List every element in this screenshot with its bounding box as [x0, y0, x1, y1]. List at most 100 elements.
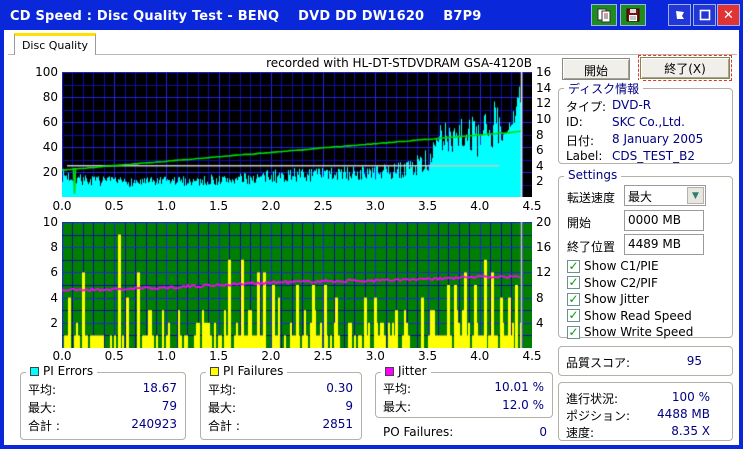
transfer-speed-label: 転送速度 [567, 191, 616, 205]
stat-label: 最大: [208, 401, 237, 415]
stat-value: 12.0 % [502, 398, 544, 412]
left-axis-tick-label: 60 [42, 115, 58, 129]
stat-label: 平均: [383, 382, 412, 396]
x-axis-tick-label: 0.0 [52, 199, 72, 213]
disc-info-label: 日付: [566, 134, 595, 148]
x-axis-tick-label: 0.5 [104, 349, 124, 363]
left-axis-tick-label: 40 [42, 140, 58, 154]
report-button[interactable] [591, 4, 617, 26]
checkbox-check-icon[interactable]: ✓ [567, 258, 580, 273]
x-axis-tick-label: 3.5 [418, 199, 438, 213]
x-axis-tick-label: 0.5 [104, 199, 124, 213]
tab-disc-quality[interactable]: Disc Quality [14, 33, 96, 55]
position-label: ポジション: [566, 409, 631, 423]
x-axis-tick-label: 4.0 [470, 349, 490, 363]
checkbox-check-icon[interactable]: ✓ [567, 308, 580, 322]
save-button[interactable] [620, 4, 646, 26]
show-option-checkbox[interactable]: ✓ Show Read Speed [567, 309, 692, 323]
left-axis-tick-label: 6 [50, 265, 58, 280]
show-option-checkbox[interactable]: ✓ Show C1/PIE [567, 259, 659, 273]
left-axis-tick-label: 4 [50, 290, 58, 305]
save-icon [625, 7, 641, 23]
x-axis-tick-label: 4.5 [522, 199, 542, 213]
checkbox-label: Show C2/PIF [584, 275, 658, 290]
right-axis-tick-label: 12 [536, 265, 552, 280]
pi-failures-jitter-chart [62, 222, 532, 348]
exit-button[interactable]: 終了(X) [640, 57, 730, 79]
right-axis-tick-label: 16 [536, 240, 552, 255]
quality-score-value: 95 [686, 354, 702, 368]
disc-info-label: Label: [566, 149, 603, 163]
start-position-label: 開始 [567, 216, 592, 230]
start-position-input[interactable]: 0000 MB [624, 210, 704, 231]
po-failures-row: PO Failures: 0 [383, 425, 547, 439]
x-axis-tick-label: 1.0 [156, 349, 176, 363]
settings-group: Settings 転送速度 最大 ▼ 開始 0000 MB 終了位置 4489 … [558, 168, 733, 339]
progress-group: 進行状況: 100 % ポジション: 4488 MB 速度: 8.35 X [558, 382, 733, 441]
maximize-icon [699, 9, 711, 21]
disc-info-value: DVD-R [612, 98, 652, 112]
x-axis-tick-label: 3.5 [418, 349, 438, 363]
stat-value: 2851 [322, 417, 353, 431]
right-axis-tick-label: 14 [536, 80, 552, 95]
po-failures-label: PO Failures: [383, 425, 454, 439]
stat-label: 平均: [28, 383, 57, 397]
right-axis-tick-label: 10 [536, 111, 552, 126]
close-button[interactable]: ✕ [717, 4, 740, 26]
stat-value: 10.01 % [494, 380, 544, 394]
checkbox-check-icon[interactable]: ✓ [567, 324, 580, 339]
end-position-input[interactable]: 4489 MB [624, 234, 704, 255]
stat-value: 0.30 [326, 381, 353, 395]
x-axis-tick-label: 2.5 [313, 199, 333, 213]
x-axis-tick-label: 2.0 [261, 199, 281, 213]
pi-errors-chart [62, 72, 532, 197]
checkbox-label: Show C1/PIE [584, 259, 659, 273]
pi-errors-legend-label: PI Errors [43, 364, 94, 378]
pi-failures-stats-group: PI Failures 平均: 0.30 最大: 9 合計 : 2851 [200, 364, 362, 440]
jitter-stats-group: Jitter 平均: 10.01 % 最大: 12.0 % [375, 364, 553, 418]
stat-label: 合計 : [28, 419, 60, 433]
x-axis-tick-label: 0.0 [52, 349, 72, 363]
chevron-down-icon[interactable]: ▼ [687, 187, 704, 204]
stat-label: 平均: [208, 383, 237, 397]
progress-value: 100 % [671, 390, 710, 404]
show-option-checkbox[interactable]: ✓ Show Write Speed [567, 325, 693, 339]
right-axis-tick-label: 4 [536, 315, 544, 330]
checkbox-check-icon[interactable]: ✓ [567, 275, 580, 289]
speed-label: 速度: [566, 426, 595, 440]
checkbox-check-icon[interactable]: ✓ [567, 291, 580, 306]
checkbox-label: Show Write Speed [584, 325, 694, 339]
jitter-swatch [385, 366, 394, 376]
start-button[interactable]: 開始 [562, 58, 630, 80]
report-icon [596, 7, 612, 23]
right-axis-tick-label: 16 [536, 65, 552, 79]
exit-button-focus-ring: 終了(X) [638, 55, 732, 81]
settings-title: Settings [564, 168, 622, 182]
left-axis-tick-label: 80 [42, 90, 58, 104]
stat-value: 240923 [131, 417, 177, 431]
right-axis-tick-label: 4 [536, 158, 544, 173]
maximize-button[interactable] [693, 4, 716, 26]
jitter-legend-label: Jitter [398, 364, 427, 378]
left-axis-tick-label: 20 [42, 165, 58, 179]
x-axis-tick-label: 1.5 [209, 349, 229, 363]
right-axis-tick-label: 2 [536, 174, 544, 189]
x-axis-tick-label: 2.0 [261, 349, 281, 363]
minimize-button[interactable] [668, 4, 691, 26]
transfer-speed-select[interactable]: 最大 ▼ [624, 185, 706, 206]
x-axis-tick-label: 4.5 [522, 349, 542, 363]
end-position-label: 終了位置 [567, 240, 616, 254]
show-option-checkbox[interactable]: ✓ Show C2/PIF [567, 276, 658, 290]
show-option-checkbox[interactable]: ✓ Show Jitter [567, 292, 649, 306]
left-axis-tick-label: 100 [35, 65, 58, 79]
pi-errors-stats-group: PI Errors 平均: 18.67 最大: 79 合計 : 240923 [20, 364, 186, 440]
disc-info-value: 8 January 2005 [612, 132, 704, 146]
disc-info-value: SKC Co.,Ltd. [612, 115, 685, 129]
pi-failures-legend-label: PI Failures [223, 364, 284, 378]
right-axis-tick-label: 20 [536, 215, 552, 229]
x-axis-tick-label: 2.5 [313, 349, 333, 363]
checkbox-label: Show Read Speed [584, 308, 692, 323]
left-axis-tick-label: 8 [50, 240, 58, 255]
stat-value: 79 [161, 399, 177, 413]
